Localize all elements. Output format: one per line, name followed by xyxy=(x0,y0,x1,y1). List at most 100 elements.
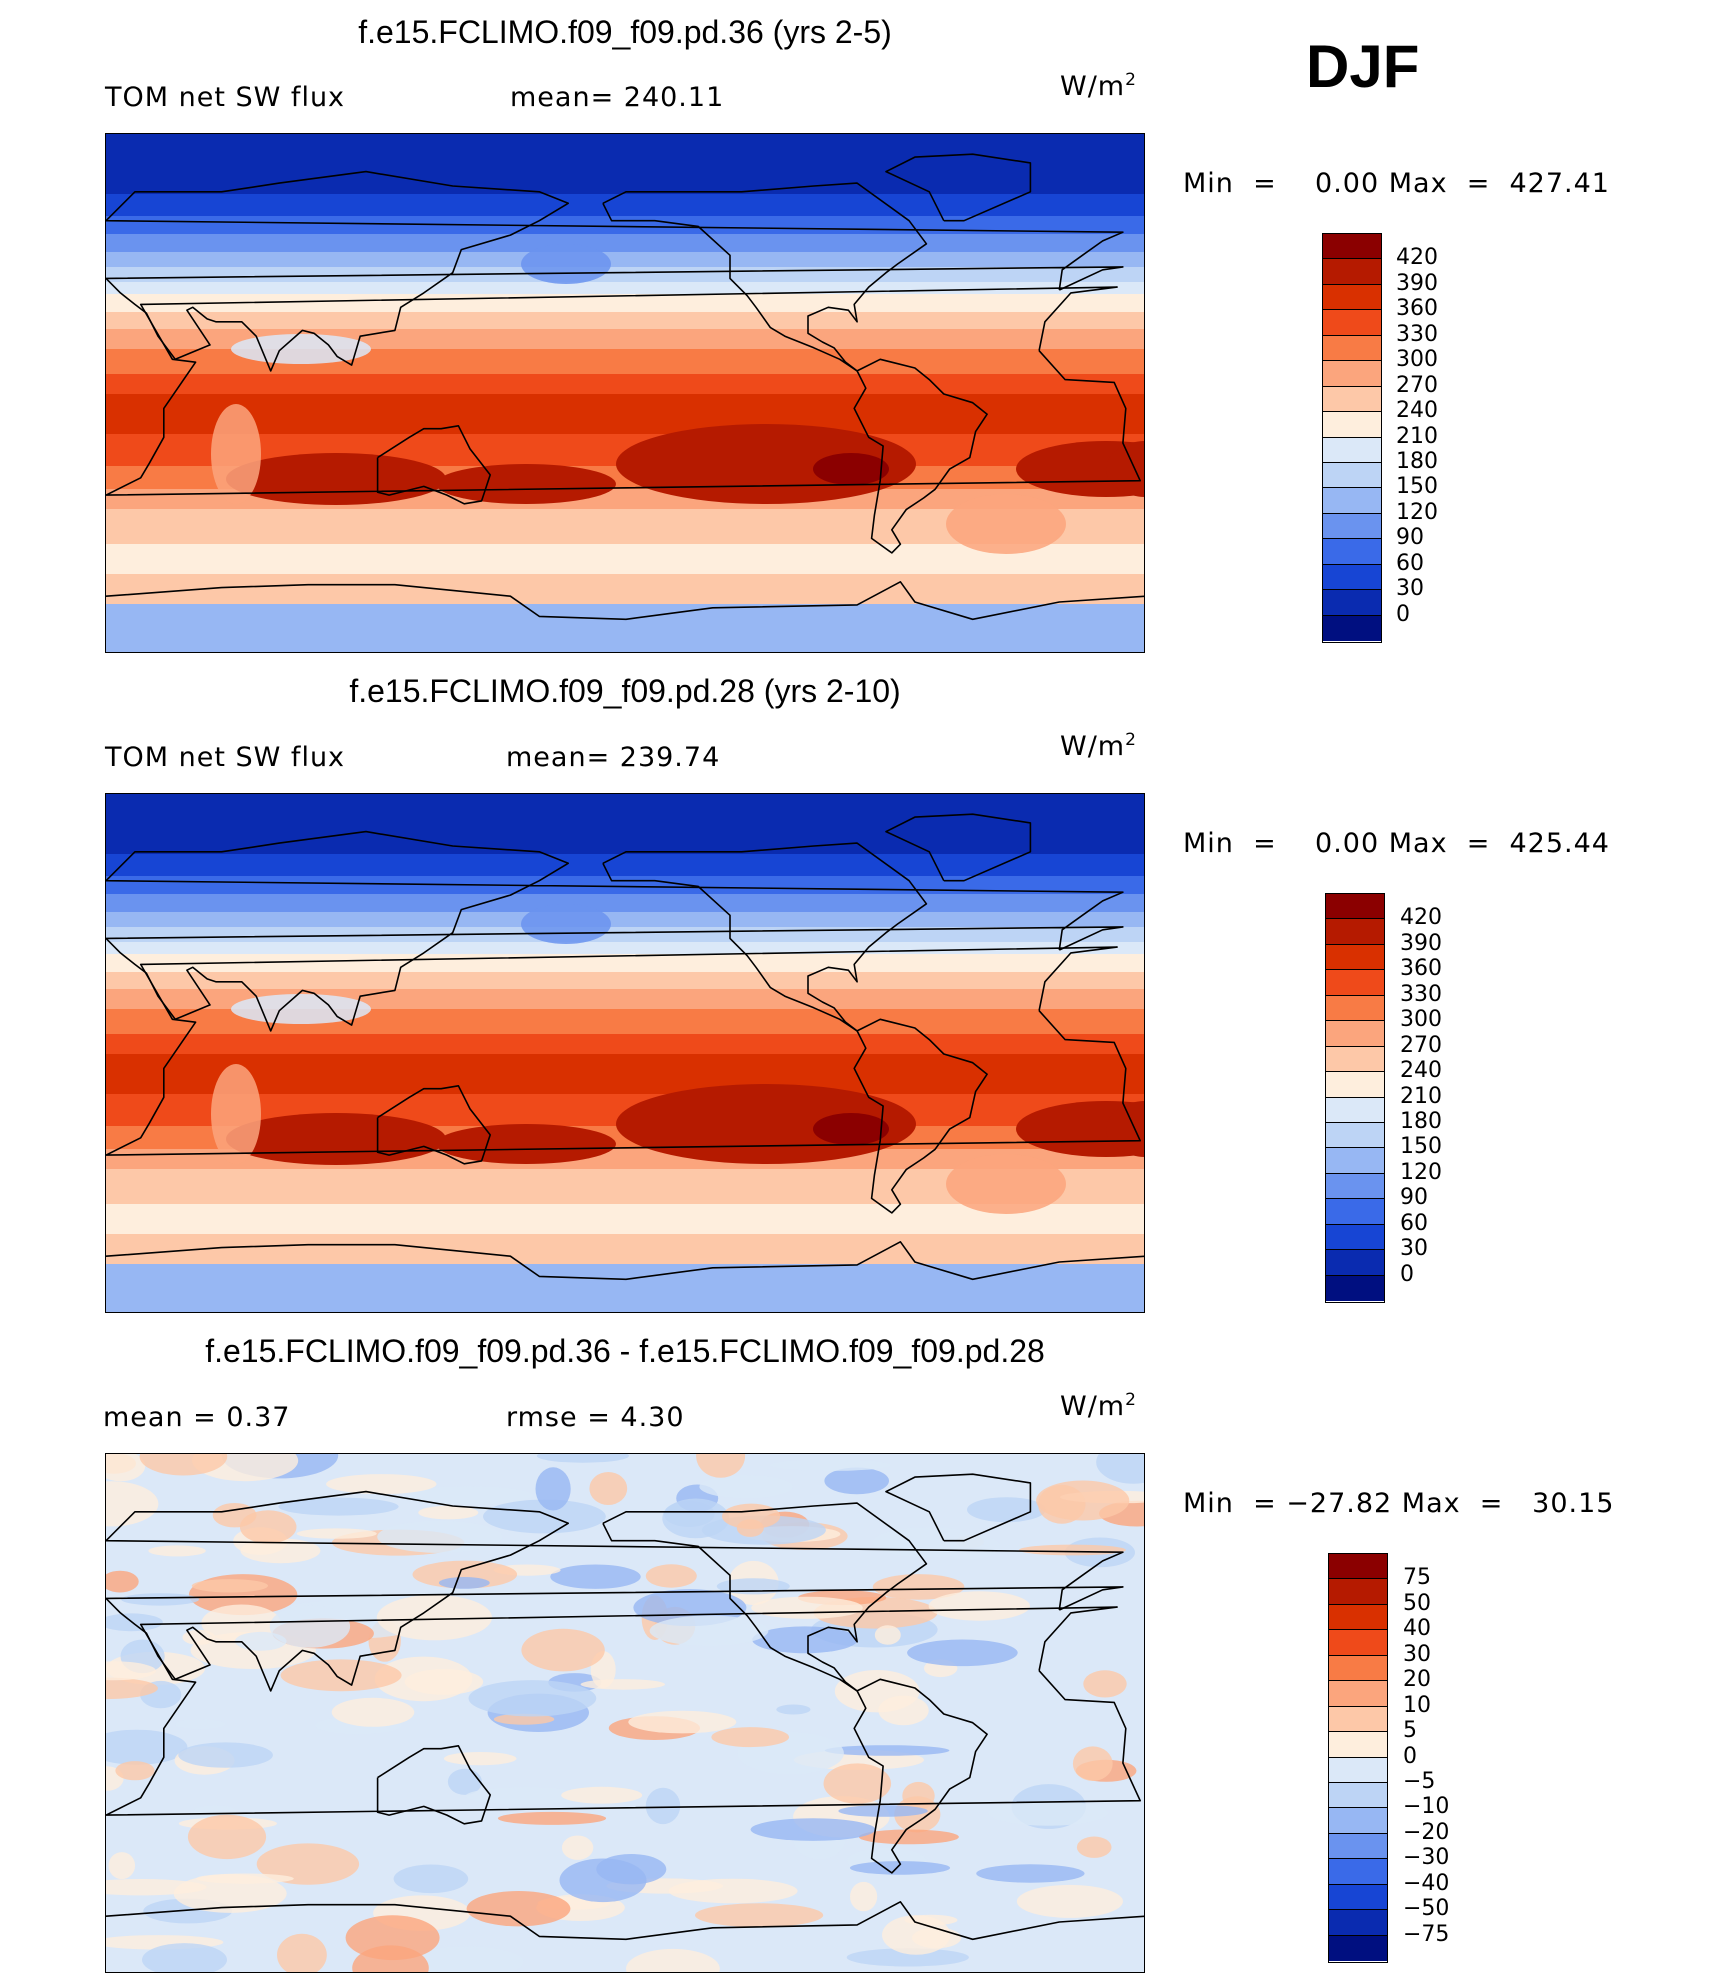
field-anomaly-patch xyxy=(878,1695,929,1726)
colorbar-swatch xyxy=(1323,590,1381,616)
colorbar-tick-label: 75 xyxy=(1403,1565,1431,1591)
coastline xyxy=(602,1502,928,1692)
coastline xyxy=(853,1018,988,1214)
field-anomaly-patch xyxy=(280,1659,402,1692)
field-anomaly-patch xyxy=(106,1879,207,1896)
field-anomaly-patch xyxy=(468,1680,597,1717)
field-feature xyxy=(211,1064,261,1164)
field-band xyxy=(106,574,1144,604)
colorbar-tick-label: −20 xyxy=(1403,1819,1450,1845)
field-band xyxy=(106,282,1144,294)
field-anomaly-patch xyxy=(976,1864,1085,1883)
colorbar-swatch xyxy=(1326,1021,1384,1047)
colorbar-swatch xyxy=(1329,1681,1387,1707)
coastline xyxy=(602,182,928,372)
colorbar-swatch xyxy=(1329,1706,1387,1733)
field-anomaly-patch xyxy=(872,1527,985,1558)
field-band xyxy=(106,1234,1144,1264)
field-feature xyxy=(231,334,371,364)
panel-1-map-field xyxy=(106,134,1144,652)
field-band xyxy=(106,394,1144,434)
colorbar-tick-label: 210 xyxy=(1396,423,1438,449)
field-anomaly-patch xyxy=(1019,1544,1126,1556)
colorbar-swatch xyxy=(1323,259,1381,285)
colorbar-tick-label: 420 xyxy=(1396,245,1438,271)
field-anomaly-patch xyxy=(277,1933,327,1972)
field-anomaly-patch xyxy=(645,1787,681,1825)
colorbar-swatch xyxy=(1326,1250,1384,1276)
colorbar-tick-label: 240 xyxy=(1400,1058,1442,1084)
colorbar-tick-label: 180 xyxy=(1400,1108,1442,1134)
colorbar-tick-label: 180 xyxy=(1396,448,1438,474)
panel-2-map xyxy=(105,793,1145,1313)
colorbar-swatch xyxy=(1323,488,1381,514)
panel-1-minmax: Min = 0.00 Max = 427.41 xyxy=(1183,168,1610,199)
field-band xyxy=(106,252,1144,267)
colorbar-swatch xyxy=(1323,615,1381,641)
field-anomaly-patch xyxy=(668,1878,798,1904)
field-anomaly-patch xyxy=(106,1454,146,1482)
field-anomaly-patch xyxy=(443,1752,517,1766)
field-anomaly-patch xyxy=(736,1519,764,1537)
field-anomaly-patch xyxy=(393,1864,469,1894)
field-anomaly-patch xyxy=(928,1591,1030,1621)
field-anomaly-patch xyxy=(409,1946,524,1972)
field-anomaly-patch xyxy=(412,1560,518,1589)
coastline xyxy=(853,358,988,554)
colorbar-swatch xyxy=(1329,1859,1387,1885)
colorbar-tick-label: 270 xyxy=(1400,1032,1442,1058)
field-anomaly-patch xyxy=(175,1719,226,1730)
field-band xyxy=(106,374,1144,394)
colorbar-tick-label: −50 xyxy=(1403,1896,1450,1922)
colorbar-tick-label: 0 xyxy=(1400,1261,1414,1287)
field-anomaly-patch xyxy=(326,1474,437,1495)
colorbar-swatch xyxy=(1323,361,1381,387)
field-feature xyxy=(521,244,611,284)
field-band xyxy=(106,1264,1144,1312)
field-anomaly-patch xyxy=(846,1948,969,1967)
field-band xyxy=(106,894,1144,912)
colorbar-swatch xyxy=(1323,564,1381,591)
colorbar-tick-label: 150 xyxy=(1400,1134,1442,1160)
field-feature xyxy=(211,404,261,504)
field-anomaly-patch xyxy=(121,1593,199,1606)
colorbar-tick-label: 30 xyxy=(1400,1236,1428,1262)
colorbar-swatch xyxy=(1326,1072,1384,1098)
field-anomaly-patch xyxy=(824,1745,950,1756)
field-anomaly-patch xyxy=(699,1475,793,1499)
colorbar-tick-label: 20 xyxy=(1403,1667,1431,1693)
field-band xyxy=(106,312,1144,329)
field-anomaly-patch xyxy=(1076,1836,1112,1858)
field-band xyxy=(106,134,1144,194)
colorbar-swatch xyxy=(1326,1224,1384,1251)
colorbar-tick-label: 90 xyxy=(1400,1185,1428,1211)
field-anomaly-patch xyxy=(882,1915,951,1955)
colorbar-swatch xyxy=(1329,1910,1387,1936)
field-anomaly-patch xyxy=(649,1615,769,1647)
field-anomaly-patch xyxy=(465,1787,586,1805)
field-anomaly-patch xyxy=(872,1574,965,1600)
colorbar-swatch xyxy=(1329,1655,1387,1682)
field-anomaly-patch xyxy=(447,1768,482,1795)
field-anomaly-patch xyxy=(1072,1746,1113,1781)
colorbar-swatch xyxy=(1326,919,1384,945)
field-anomaly-patch xyxy=(139,1454,228,1476)
colorbar-swatch xyxy=(1323,234,1381,260)
coastline xyxy=(106,1490,1124,1692)
field-feature xyxy=(946,1154,1066,1214)
colorbar-swatch xyxy=(1326,970,1384,996)
colorbar-tick-label: 0 xyxy=(1403,1743,1417,1769)
field-anomaly-patch xyxy=(1036,1480,1130,1521)
colorbar-tick-label: 5 xyxy=(1403,1718,1417,1744)
field-anomaly-patch xyxy=(521,1628,605,1672)
colorbar-swatch xyxy=(1326,944,1384,971)
panel-1-variable-label: TOM net SW flux xyxy=(105,82,346,113)
colorbar-tick-label: 90 xyxy=(1396,525,1424,551)
field-band xyxy=(106,194,1144,216)
field-max-region xyxy=(1106,1101,1144,1157)
field-anomaly-patch xyxy=(497,1811,607,1825)
panel-2-minmax: Min = 0.00 Max = 425.44 xyxy=(1183,828,1610,859)
field-band xyxy=(106,854,1144,876)
colorbar-tick-label: 30 xyxy=(1396,576,1424,602)
field-band xyxy=(106,544,1144,574)
